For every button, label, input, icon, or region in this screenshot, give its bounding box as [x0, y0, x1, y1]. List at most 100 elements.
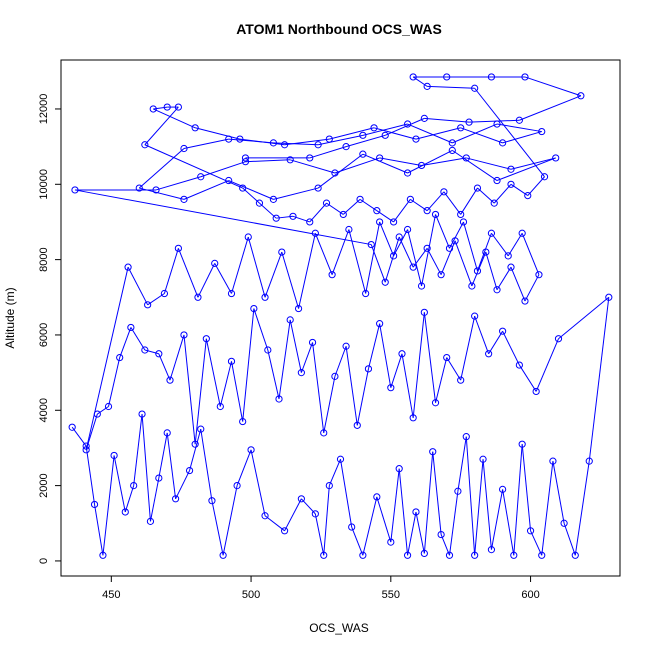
series-segment — [334, 157, 380, 174]
series-segment — [345, 346, 358, 426]
data-point — [116, 353, 124, 362]
data-point — [104, 402, 113, 411]
data-point — [247, 446, 255, 454]
series-segment — [250, 449, 266, 516]
data-point — [141, 346, 149, 354]
series-segment — [407, 149, 453, 174]
data-point — [82, 442, 90, 450]
series-segment — [362, 153, 408, 174]
data-point — [395, 233, 403, 241]
series-segment — [340, 459, 353, 528]
data-point — [521, 297, 529, 305]
data-point — [121, 508, 129, 516]
series-segment — [298, 233, 316, 309]
data-point — [314, 141, 322, 149]
x-tick-label: 450 — [102, 589, 120, 601]
series-segment — [452, 123, 498, 144]
data-point — [171, 495, 180, 503]
series-segment — [284, 138, 330, 146]
series-segment — [457, 436, 467, 492]
data-point — [124, 263, 132, 271]
series-segment — [401, 353, 414, 418]
data-point — [403, 225, 412, 234]
data-point — [459, 218, 468, 226]
series-segment — [390, 468, 400, 543]
series-segment — [491, 232, 509, 257]
data-point — [493, 176, 501, 185]
series-segment — [169, 334, 185, 381]
data-point — [376, 154, 384, 162]
series-segment — [454, 240, 473, 287]
series-segment — [407, 123, 453, 144]
series-segment — [424, 117, 470, 123]
data-point — [518, 440, 526, 448]
series-segment — [253, 308, 269, 351]
data-point — [462, 433, 470, 441]
data-point — [549, 457, 557, 465]
series-segment — [247, 236, 266, 298]
data-point — [431, 210, 440, 219]
data-point — [487, 546, 496, 554]
series-segment — [183, 138, 229, 150]
data-point — [306, 154, 314, 162]
data-point — [286, 316, 294, 324]
data-point — [236, 135, 244, 143]
data-point — [180, 195, 188, 203]
series-segment — [312, 342, 325, 433]
data-point — [225, 176, 233, 185]
data-point — [328, 271, 336, 279]
data-point — [160, 289, 169, 298]
data-point — [423, 82, 431, 90]
data-point — [99, 551, 107, 559]
data-point — [216, 402, 224, 411]
series-segment — [231, 361, 244, 422]
series-segment — [474, 459, 484, 556]
series-segment — [552, 461, 565, 524]
series-segment — [144, 349, 159, 355]
series-segment — [379, 323, 392, 388]
data-point — [180, 331, 188, 339]
data-point — [155, 474, 163, 482]
data-point — [507, 165, 515, 173]
data-point — [241, 154, 250, 162]
data-point — [420, 114, 428, 122]
data-point — [499, 485, 507, 493]
y-tick-label: 6000 — [38, 323, 50, 347]
data-point — [370, 124, 378, 132]
series-segment — [460, 127, 503, 144]
series-segment — [158, 432, 168, 479]
data-point — [255, 199, 264, 207]
data-point — [437, 271, 445, 279]
series-segment — [356, 368, 369, 426]
data-point — [311, 229, 319, 237]
series-segment — [74, 189, 372, 246]
series-segment — [373, 127, 417, 140]
data-point — [289, 212, 297, 220]
y-tick-label: 0 — [38, 558, 50, 564]
data-point — [468, 282, 476, 290]
data-point — [560, 519, 568, 527]
y-tick-label: 2000 — [38, 473, 50, 497]
data-point — [454, 487, 462, 495]
series-segment — [318, 134, 363, 146]
data-point — [445, 244, 454, 252]
data-point — [387, 384, 395, 392]
x-tick-label: 500 — [242, 589, 260, 601]
data-point — [331, 372, 339, 380]
data-point — [211, 259, 219, 267]
data-point — [130, 482, 138, 490]
data-point — [521, 73, 529, 81]
series-segment — [222, 485, 238, 556]
data-point — [261, 293, 269, 301]
data-point — [457, 124, 465, 132]
data-point — [445, 551, 454, 559]
data-point — [518, 229, 526, 237]
series-segment — [384, 236, 400, 283]
series-segment — [449, 221, 464, 249]
data-point — [141, 141, 149, 149]
series-segment — [242, 308, 255, 422]
series-segment — [71, 426, 87, 447]
series-segment — [314, 513, 325, 556]
series-segment — [412, 248, 428, 268]
data-point — [443, 73, 451, 81]
